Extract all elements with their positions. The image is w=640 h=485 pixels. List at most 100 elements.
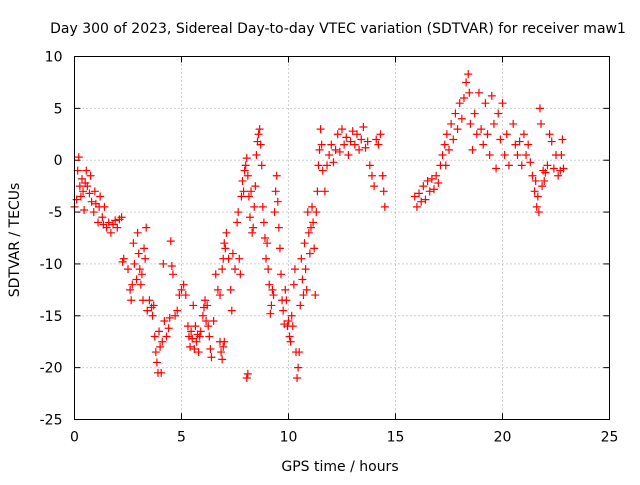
data-point-plus-marker — [376, 130, 385, 139]
data-point-plus-marker — [378, 171, 387, 180]
data-point-plus-marker — [252, 151, 261, 160]
data-point-plus-marker — [441, 161, 450, 170]
data-point-plus-marker — [534, 208, 543, 217]
data-point-plus-marker — [242, 374, 251, 383]
data-point-plus-marker — [79, 187, 88, 196]
data-point-plus-marker — [380, 202, 389, 211]
data-point-plus-marker — [251, 182, 260, 191]
data-point-plus-marker — [260, 234, 269, 242]
data-point-plus-marker — [151, 348, 160, 357]
data-point-plus-marker — [363, 137, 372, 146]
data-point-plus-marker — [243, 171, 252, 180]
data-point-plus-marker — [155, 327, 164, 336]
data-point-plus-marker — [415, 189, 424, 198]
data-point-plus-marker — [224, 254, 233, 263]
data-point-plus-marker — [257, 161, 266, 170]
data-point-plus-marker — [152, 358, 161, 367]
data-point-plus-marker — [162, 332, 171, 341]
data-point-plus-marker — [537, 119, 546, 128]
data-point-plus-marker — [239, 187, 248, 196]
data-point-plus-marker — [465, 88, 474, 97]
data-point-plus-marker — [192, 337, 201, 346]
data-point-plus-marker — [312, 208, 321, 217]
y-tick-label: 5 — [54, 101, 63, 117]
data-point-plus-marker — [547, 137, 556, 146]
data-point-plus-marker — [75, 182, 84, 191]
data-point-plus-marker — [236, 270, 245, 279]
data-point-plus-marker — [430, 185, 439, 194]
x-axis-label: GPS time / hours — [281, 459, 398, 475]
grid-layer — [74, 56, 610, 420]
data-point-plus-marker — [159, 259, 168, 268]
data-point-plus-marker — [209, 316, 218, 325]
data-point-plus-marker — [133, 228, 142, 237]
data-point-plus-marker — [309, 218, 318, 227]
data-point-plus-marker — [487, 91, 496, 100]
data-point-plus-marker — [269, 291, 278, 300]
data-point-plus-marker — [453, 125, 462, 134]
data-point-plus-marker — [248, 228, 257, 237]
data-point-plus-marker — [425, 187, 434, 196]
data-point-plus-marker — [305, 249, 314, 258]
data-point-plus-marker — [249, 223, 258, 232]
data-point-plus-marker — [156, 342, 165, 351]
data-point-plus-marker — [217, 348, 226, 357]
data-point-plus-marker — [126, 285, 135, 294]
data-point-plus-marker — [498, 99, 507, 108]
data-point-plus-marker — [462, 78, 471, 87]
data-point-plus-marker — [164, 324, 173, 333]
data-point-plus-marker — [250, 202, 259, 211]
data-point-plus-marker — [539, 166, 548, 175]
data-point-plus-marker — [100, 202, 109, 211]
y-tick-label: 0 — [54, 153, 63, 169]
data-point-plus-marker — [140, 244, 149, 253]
data-point-plus-marker — [104, 218, 113, 227]
data-point-plus-marker — [149, 301, 158, 310]
data-point-plus-marker — [242, 154, 251, 163]
data-point-plus-marker — [427, 174, 436, 183]
data-point-plus-marker — [137, 270, 146, 279]
data-point-plus-marker — [472, 130, 481, 139]
data-point-plus-marker — [379, 187, 388, 196]
data-point-plus-marker — [142, 223, 151, 232]
data-point-plus-marker — [256, 140, 265, 149]
data-point-plus-marker — [331, 145, 340, 154]
data-point-plus-marker — [494, 109, 503, 118]
data-point-plus-marker — [327, 140, 336, 149]
data-point-plus-marker — [216, 291, 225, 300]
data-point-plus-marker — [124, 265, 132, 274]
data-point-plus-marker — [296, 301, 305, 310]
data-point-plus-marker — [218, 265, 227, 274]
data-point-plus-marker — [302, 285, 311, 294]
data-point-plus-marker — [511, 140, 520, 149]
data-point-plus-marker — [267, 301, 276, 310]
data-point-plus-marker — [299, 291, 308, 300]
data-point-plus-marker — [483, 130, 492, 139]
x-tick-label: 0 — [70, 430, 79, 446]
data-point-plus-marker — [117, 213, 126, 222]
data-point-plus-marker — [80, 205, 89, 214]
data-point-plus-marker — [262, 254, 271, 263]
data-point-plus-marker — [237, 192, 246, 201]
data-point-plus-marker — [136, 280, 145, 289]
data-point-plus-marker — [474, 88, 483, 97]
data-point-plus-marker — [102, 223, 111, 232]
data-point-plus-marker — [186, 342, 195, 351]
data-point-plus-marker — [221, 244, 230, 253]
data-point-plus-marker — [234, 208, 243, 217]
data-point-plus-marker — [268, 285, 277, 294]
data-point-plus-marker — [94, 218, 103, 227]
data-point-plus-marker — [470, 109, 479, 118]
data-point-plus-marker — [440, 140, 449, 149]
data-point-plus-marker — [132, 275, 141, 284]
data-point-plus-marker — [106, 228, 115, 237]
data-point-plus-marker — [442, 130, 451, 139]
data-point-plus-marker — [540, 176, 549, 185]
data-point-plus-marker — [313, 187, 322, 196]
data-point-plus-marker — [372, 135, 381, 144]
data-point-plus-marker — [129, 239, 138, 248]
data-point-plus-marker — [410, 192, 419, 201]
y-axis-label: SDTVAR / TECUs — [7, 183, 23, 298]
data-point-plus-marker — [205, 332, 214, 341]
data-point-plus-marker — [90, 187, 99, 196]
